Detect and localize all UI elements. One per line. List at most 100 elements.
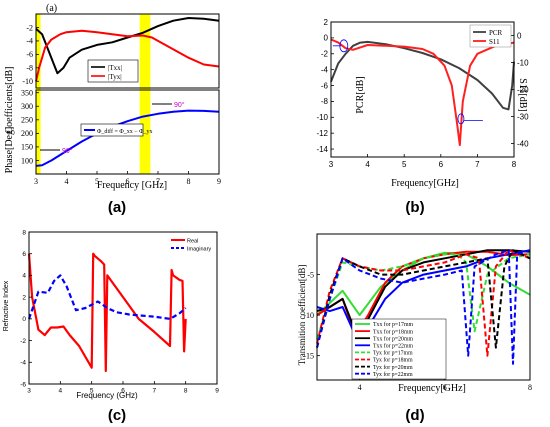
chart-c-ytick-label: 2 <box>22 294 26 301</box>
chart-b-legend-label: PCR <box>489 29 503 37</box>
chart-c-caption: (c) <box>108 407 126 424</box>
chart-c-ytick-label: 0 <box>22 316 26 323</box>
chart-a-xtick-label: 4 <box>65 177 69 186</box>
chart-c-xtick-label: 7 <box>153 388 157 395</box>
chart-c-ylabel: Refractive Index <box>3 280 10 331</box>
chart-c-xtick-label: 5 <box>90 388 94 395</box>
chart-a-xtick-label: 3 <box>34 177 38 186</box>
chart-b-left-ytick-label: -14 <box>316 145 328 154</box>
chart-a-top-ytick-label: -6 <box>26 50 33 59</box>
chart-b-series-line <box>330 38 515 147</box>
chart-a-xtick-label: 8 <box>187 177 191 186</box>
chart-d-legend-label: Tyx for p=22mm <box>373 371 413 378</box>
chart-b-right-ytick-label: 0 <box>517 32 522 41</box>
chart-b-right-ytick-label: -30 <box>517 113 529 122</box>
chart-c-ytick-label: -4 <box>20 360 26 367</box>
chart-a-annotation-label: 90° <box>62 147 73 155</box>
chart-a-bottom-ytick-label: 100 <box>21 156 33 165</box>
chart-a-panel-letter: (a) <box>46 3 57 14</box>
chart-d-frame <box>316 233 531 381</box>
chart-c-ytick-label: -2 <box>20 338 26 345</box>
chart-b-left-ytick-label: -4 <box>321 65 329 74</box>
chart-a-bottom-ytick-label: 250 <box>21 116 33 125</box>
chart-b-left-ylabel: PCR[dB] <box>355 76 366 113</box>
chart-a-top-ytick-label: -4 <box>26 37 33 46</box>
chart-b-xtick-label: 7 <box>475 160 480 169</box>
chart-a-top-ylabel: Coefficients[dB] <box>4 66 15 133</box>
chart-d-xtick-label: 4 <box>358 383 362 392</box>
chart-a-xlabel: Frequency [GHz] <box>97 180 167 191</box>
chart-b-right-ytick-label: -40 <box>517 140 529 149</box>
chart-a-top-ytick-label: -2 <box>26 23 33 32</box>
chart-a-annotation-label: 90° <box>174 101 185 109</box>
chart-c-series-line <box>27 274 187 320</box>
chart-c-xtick-label: 3 <box>27 388 31 395</box>
chart-d-legend-label: Tyx for p=20mm <box>373 364 413 371</box>
chart-d-caption: (d) <box>405 407 424 424</box>
chart-a-xtick-label: 5 <box>95 177 99 186</box>
chart-a-top-ytick-label: -8 <box>26 64 33 73</box>
chart-d-xtick-label: 6 <box>443 383 447 392</box>
chart-c-series-line <box>27 252 187 373</box>
chart-a-top-frame <box>35 13 220 89</box>
chart-d-xlabel: Frequency[GHz] <box>398 383 466 394</box>
chart-a-highlight-band <box>139 14 151 174</box>
chart-a-bottom-ytick-label: 300 <box>21 102 33 111</box>
chart-c-ytick-label: 4 <box>22 273 26 280</box>
chart-b: PCR[dB] S11[dB] Frequency[GHz] (b) 2 0 -2 -… <box>316 18 529 216</box>
chart-d: Transmition coefficient[dB] Frequency[GH… <box>297 233 532 424</box>
chart-c-xtick-label: 6 <box>121 388 125 395</box>
chart-d-legend-label: Txx for p=17mm <box>373 321 413 328</box>
chart-d-series-line <box>316 249 531 333</box>
chart-a-bottom-ytick-label: 200 <box>21 129 33 138</box>
chart-b-left-ytick-label: -12 <box>316 129 328 138</box>
chart-c: Refractive Index Frequency (GHz) (c) -6 -… <box>3 229 219 424</box>
chart-b-left-ytick-label: -8 <box>321 97 329 106</box>
chart-b-marker-ellipse <box>457 113 465 125</box>
chart-a-phase-legend-label: Φ_diff = Φ_xx − Φ_yx <box>97 128 152 135</box>
chart-d-series-line <box>316 249 531 365</box>
chart-b-left-ytick-label: -2 <box>321 50 329 59</box>
chart-a-legend-label: |Tyx| <box>108 73 122 81</box>
chart-d-ylabel: Transmition coefficient[dB] <box>297 265 307 366</box>
chart-d-legend-label: Tyx for p=17mm <box>373 350 413 357</box>
chart-b-xtick-label: 3 <box>329 160 334 169</box>
chart-d-legend-label: Txx for p=20mm <box>373 335 413 342</box>
chart-c-xtick-label: 9 <box>215 388 219 395</box>
chart-d-legend-label: Tyx for p=18mm <box>373 357 413 364</box>
chart-b-xtick-label: 6 <box>439 160 444 169</box>
chart-b-left-ytick-label: -6 <box>321 81 329 90</box>
chart-a-phase-legend-box <box>80 123 144 137</box>
chart-a-highlight-band <box>36 14 41 174</box>
chart-a-xtick-label: 7 <box>156 177 160 186</box>
chart-a-phase-line <box>35 109 220 167</box>
chart-c-xlabel: Frequency (GHz) <box>76 391 138 400</box>
chart-c-frame <box>28 231 218 385</box>
chart-d-ytick-label: -15 <box>303 351 314 360</box>
chart-a-legend-label: |Txx| <box>108 64 122 72</box>
chart-c-legend-label: Imaginary <box>187 247 211 253</box>
chart-b-left-ytick-label: -10 <box>316 113 328 122</box>
chart-c-xtick-label: 8 <box>184 388 188 395</box>
chart-a-bottom-ytick-label: 150 <box>21 143 33 152</box>
chart-a-bottom-ylabel: Phase[Deg] <box>4 127 15 174</box>
chart-b-right-ylabel: S11[dB] <box>517 78 528 112</box>
chart-c-ytick-label: 8 <box>22 229 26 236</box>
chart-b-xlabel: Frequency[GHz] <box>391 178 459 189</box>
chart-b-left-ytick-label: 0 <box>324 34 329 43</box>
chart-a: (a) Coefficients[dB] Phase[Deg] Frequenc… <box>4 3 221 216</box>
chart-b-xtick-label: 4 <box>365 160 370 169</box>
chart-d-legend-box <box>351 318 447 380</box>
chart-a-xtick-label: 6 <box>126 177 130 186</box>
chart-d-legend-label: Txx for p=22mm <box>373 343 413 350</box>
chart-c-ytick-label: -6 <box>20 381 26 388</box>
chart-a-top-series-line <box>35 29 220 82</box>
chart-d-series-line <box>316 253 531 340</box>
chart-d-legend-label: Txx for p=18mm <box>373 328 413 335</box>
chart-d-ytick-label: -5 <box>307 270 314 279</box>
chart-a-caption: (a) <box>108 199 126 216</box>
chart-c-ytick-label: 6 <box>22 251 26 258</box>
chart-b-xtick-label: 8 <box>512 160 517 169</box>
chart-b-right-ytick-label: -20 <box>517 86 529 95</box>
